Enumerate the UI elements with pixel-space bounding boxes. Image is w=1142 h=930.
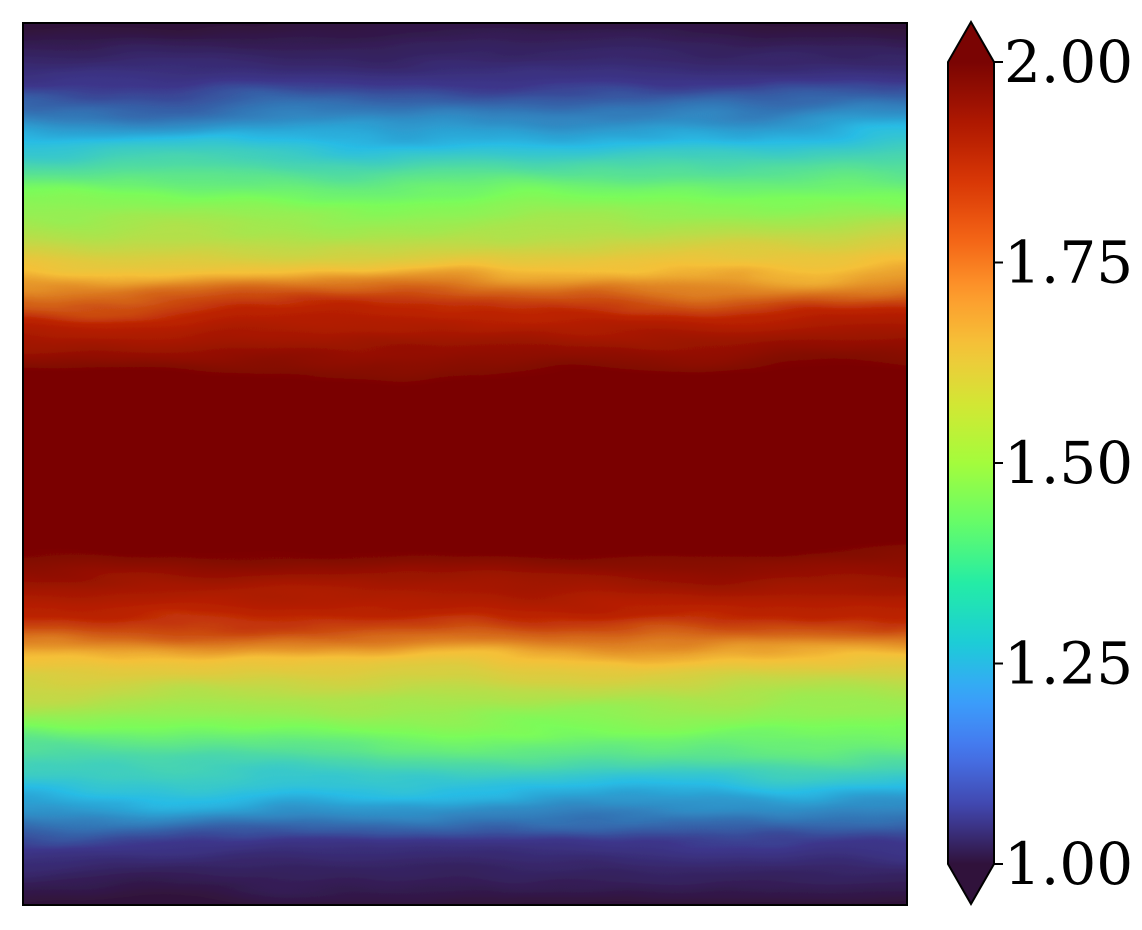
colorbar: 2.00 1.75 1.50 1.25 1.00: [947, 19, 1133, 907]
colorbar-tick-label: 2.00: [1004, 28, 1133, 96]
colorbar-tick-label: 1.50: [1004, 429, 1133, 497]
heatmap-field: [23, 23, 907, 905]
heatmap-panel: [23, 23, 907, 905]
colorbar-min-extend: [948, 864, 994, 904]
colorbar-body: [948, 62, 994, 864]
colorbar-max-extend: [948, 22, 994, 62]
plot-frame: [22, 22, 908, 906]
colorbar-ticks: 2.00 1.75 1.50 1.25 1.00: [994, 28, 1133, 898]
colorbar-tick-label: 1.25: [1004, 630, 1133, 698]
colorbar-tick-label: 1.75: [1004, 229, 1133, 297]
colorbar-tick-label: 1.00: [1004, 830, 1133, 898]
